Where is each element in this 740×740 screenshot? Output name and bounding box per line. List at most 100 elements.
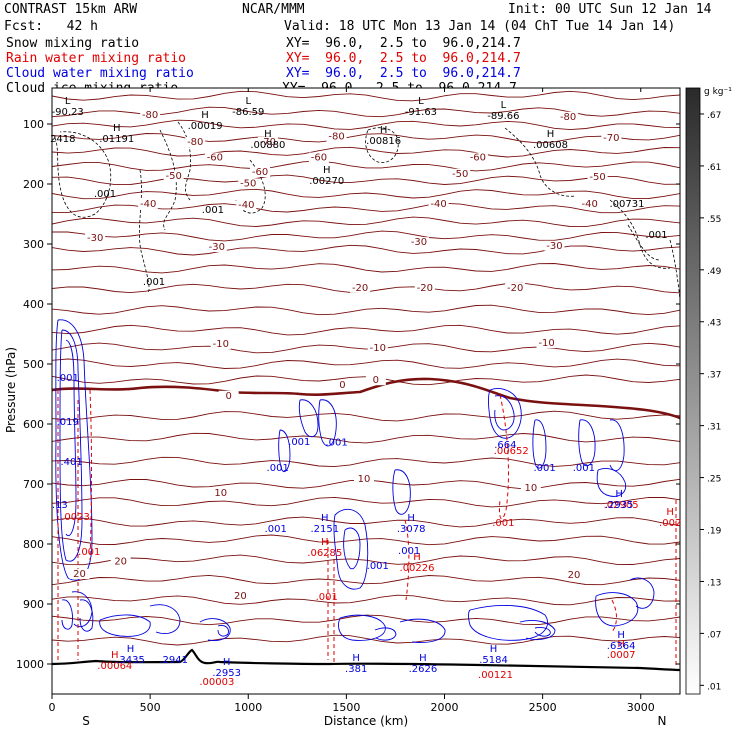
- legend-rain: Rain water mixing ratio: [6, 51, 187, 66]
- isotherm-label-bg: [536, 338, 557, 348]
- center-label: NCAR/MMM: [242, 2, 305, 17]
- extremum-value: .00816: [366, 136, 401, 147]
- extremum-value: .3435: [116, 655, 145, 666]
- isotherm-label-bg: [110, 556, 131, 567]
- isotherm-label: 20: [73, 569, 86, 580]
- x-axis: 0 500 1000 1500 2000 2500 3000: [49, 88, 655, 714]
- isotherm-label: -80: [187, 137, 203, 148]
- extremum-value: .001: [57, 373, 79, 384]
- extremum-value: -89.66: [487, 111, 519, 122]
- isotherm-label-bg: [218, 390, 239, 401]
- isotherm-label: -80: [142, 110, 158, 121]
- isotherm-line: [52, 174, 680, 186]
- extremum-value: .001: [533, 463, 555, 474]
- extremum-kind: H: [617, 639, 625, 650]
- forecast-hour: Fcst: 42 h: [4, 19, 98, 34]
- y-tick-label: 100: [23, 118, 44, 131]
- isotherm-label-bg: [414, 282, 435, 293]
- isotherm-label-bg: [365, 375, 386, 386]
- extremum-kind: L: [501, 100, 507, 111]
- isotherm-label-bg: [332, 380, 353, 390]
- extremum-value: .001: [288, 437, 310, 448]
- freezing-level-line: [52, 377, 680, 420]
- isotherm-line: [52, 216, 680, 228]
- isotherm-line: [52, 516, 680, 528]
- isotherm-label-bg: [350, 282, 371, 293]
- colorbar-unit: g kg⁻¹: [704, 87, 732, 97]
- isotherm-line: [52, 358, 680, 369]
- x-tick-label: 2500: [529, 701, 557, 714]
- isotherm-label-bg: [140, 110, 161, 120]
- snow-ice-contours: [54, 121, 680, 301]
- isotherm-label-bg: [354, 474, 375, 485]
- isotherm-line: [52, 160, 680, 172]
- legend-snow: Snow mixing ratio: [6, 36, 140, 51]
- isotherm-label-bg: [564, 570, 585, 581]
- isotherm-label: 20: [568, 570, 581, 581]
- extremum-value: .001: [492, 518, 514, 529]
- isotherm-label: -10: [370, 343, 386, 354]
- extremum-value: .00731: [610, 199, 645, 210]
- extremum-kind: H: [490, 644, 498, 655]
- isotherm-label: -60: [207, 153, 223, 164]
- extremum-value: .001: [573, 463, 595, 474]
- extremum-kind: H: [419, 653, 427, 664]
- isotherm-line: [52, 410, 680, 422]
- colorbar-tick-label: .31: [707, 423, 721, 433]
- isotherm-label-bg: [544, 240, 565, 251]
- extremum-value: .2626: [409, 664, 438, 675]
- extremum-kind: H: [352, 653, 360, 664]
- isotherm-label: -40: [140, 199, 156, 210]
- isotherm-label-bg: [230, 591, 251, 602]
- isotherm-label: -30: [209, 242, 225, 253]
- extremum-value: .02905: [604, 500, 639, 511]
- colorbar-tick-label: .49: [707, 267, 722, 277]
- isotherm-line: [52, 133, 680, 144]
- extremum-value: .001: [398, 546, 420, 557]
- extremum-value: -90.23: [52, 107, 84, 118]
- isotherm-line: [52, 324, 680, 336]
- extremum-kind: H: [615, 489, 623, 500]
- y-axis-label: Pressure (hPa): [4, 347, 18, 433]
- xy-snow: XY= 96.0, 2.5 to 96.0,214.7: [286, 36, 521, 51]
- isotherm-label-bg: [138, 198, 159, 209]
- y-tick-label: 400: [23, 298, 44, 311]
- model-title: CONTRAST 15km ARW: [4, 2, 138, 17]
- extremum-value: .00064: [97, 661, 132, 672]
- isotherm-line: [52, 146, 680, 158]
- isotherm-line: [52, 574, 680, 586]
- extremum-kind: H: [321, 537, 329, 548]
- extremum-value: .06285: [307, 548, 342, 559]
- y-tick-label: 1000: [16, 658, 44, 671]
- isotherm-label: -20: [507, 283, 523, 294]
- isotherm-label-bg: [505, 282, 526, 293]
- isotherm-label-bg: [601, 132, 622, 143]
- extremum-kind: H: [666, 507, 674, 518]
- y-tick-label: 600: [23, 418, 44, 431]
- isotherm-label: -20: [352, 283, 368, 294]
- isotherm-label: -40: [238, 200, 254, 211]
- isotherm-label-bg: [308, 152, 329, 163]
- extremum-value: .01191: [99, 134, 134, 145]
- isotherm-label-bg: [236, 200, 257, 210]
- colorbar-tick-label: .07: [707, 630, 721, 640]
- colorbar-tick-label: .13: [707, 578, 721, 588]
- extremum-kind: H: [407, 513, 415, 524]
- extremum-value: .401: [60, 457, 82, 468]
- isotherm-line: [52, 119, 680, 131]
- legend-cloud-water: Cloud water mixing ratio: [6, 66, 194, 81]
- colorbar: .01 .07 .13 .19 .25 .31 .37 .43 .49 .55 .61 .67 g k…: [685, 87, 732, 695]
- colorbar-tick-label: .37: [707, 371, 721, 381]
- x-tick-label: 0: [49, 701, 56, 714]
- isotherm-label: -10: [538, 338, 554, 349]
- isotherm-label: -50: [452, 169, 468, 180]
- isotherm-label: -60: [252, 167, 268, 178]
- extremum-value: .001: [94, 189, 116, 200]
- y-tick-label: 900: [23, 598, 44, 611]
- colorbar-tick-label: .43: [707, 319, 721, 329]
- x-end-label-south: S: [82, 714, 90, 728]
- isotherm-line: [52, 342, 680, 354]
- extremum-kind: L: [65, 96, 71, 107]
- extremum-kind: L: [245, 96, 251, 107]
- isotherm-label: -50: [240, 178, 256, 189]
